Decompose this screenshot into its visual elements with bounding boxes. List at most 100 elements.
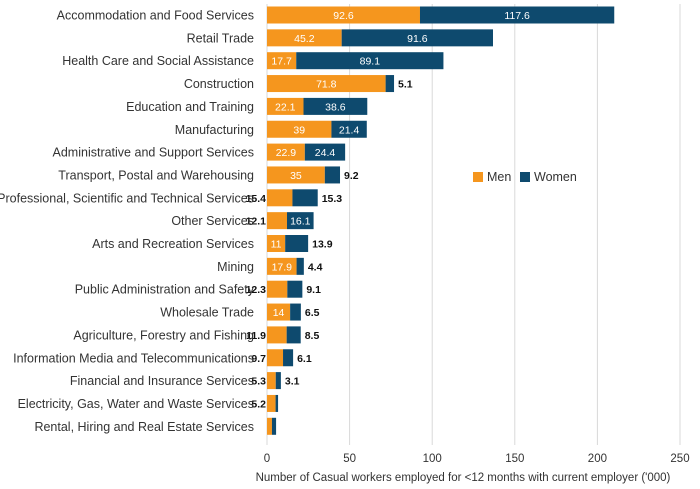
data-label-men: 9.7 (251, 353, 266, 365)
category-label: Accommodation and Food Services (57, 9, 254, 23)
category-label: Retail Trade (187, 31, 254, 45)
bar-men (267, 257, 297, 275)
data-label-women: 16.1 (290, 216, 311, 228)
category-labels: Accommodation and Food Services Retail Tr… (0, 9, 255, 434)
bar-men (267, 143, 305, 161)
bar-men (267, 75, 386, 93)
bar-men (267, 52, 297, 70)
bar-men (267, 303, 291, 321)
bar-women (271, 417, 277, 435)
category-label: Arts and Recreation Services (92, 237, 254, 251)
data-label-men: 45.2 (294, 33, 315, 45)
data-label-women: 91.6 (407, 33, 428, 45)
bar-men (267, 212, 287, 230)
bar-women (341, 29, 493, 47)
x-tick-label: 0 (264, 453, 270, 465)
legend-swatch-women (520, 172, 530, 182)
category-label: Rental, Hiring and Real Estate Services (34, 420, 254, 434)
category-label: Information Media and Telecommunications (13, 351, 254, 365)
bar-men (267, 235, 286, 252)
x-tick-label: 200 (588, 453, 607, 465)
data-label-women: 5.1 (398, 79, 413, 91)
bar-men (267, 6, 420, 24)
legend-label-men: Men (487, 170, 511, 184)
data-label-women: 24.4 (315, 147, 336, 159)
category-label: Public Administration and Safety (75, 283, 255, 297)
bar-women (292, 189, 318, 207)
x-tick-labels: 0 50 100 150 200 250 (264, 453, 690, 465)
data-label-women: 9.2 (344, 170, 359, 182)
data-label-men: 12.1 (246, 216, 267, 228)
bar-women (283, 349, 294, 367)
bar-men (267, 166, 325, 184)
data-label-men: 11.9 (246, 330, 266, 342)
legend-label-women: Women (534, 170, 577, 184)
bar-women (286, 212, 314, 230)
data-label-men: 17.9 (272, 261, 293, 273)
bar-men (267, 189, 293, 207)
data-label-men: 12.3 (246, 284, 267, 296)
category-label: Financial and Insurance Services (70, 374, 254, 388)
data-label-women: 6.5 (305, 307, 320, 319)
x-tick-label: 100 (423, 453, 442, 465)
data-label-women: 8.5 (305, 330, 320, 342)
bar-men (267, 349, 284, 367)
bar-men (267, 120, 332, 138)
data-label-men: 5.3 (251, 376, 266, 388)
bar-women (331, 120, 367, 138)
bar-men (267, 394, 276, 412)
data-label-men: 71.8 (316, 79, 337, 91)
gridlines (266, 4, 681, 445)
category-label: Wholesale Trade (160, 306, 254, 320)
data-label-women: 15.3 (322, 193, 343, 205)
data-label-women: 21.4 (339, 124, 360, 136)
bar-women (419, 6, 615, 24)
bars: 92.6 117.6 45.2 91.6 17.7 89.1 71.8 5.1 22.1 38.6… (246, 6, 615, 435)
data-label-men: 14 (273, 307, 285, 319)
category-label: Mining (217, 260, 254, 274)
category-label: Professional, Scientific and Technical S… (0, 191, 254, 205)
data-label-women: 9.1 (306, 284, 321, 296)
data-label-women: 117.6 (504, 10, 530, 22)
category-label: Health Care and Social Assistance (62, 54, 254, 68)
bar-women (287, 280, 303, 298)
bar-women (296, 257, 304, 275)
category-label: Administrative and Support Services (53, 146, 254, 160)
bar-men (267, 372, 276, 390)
data-label-men: 92.6 (333, 10, 354, 22)
category-label: Electricity, Gas, Water and Waste Servic… (18, 397, 254, 411)
bar-women (290, 303, 301, 321)
bar-women (275, 372, 281, 390)
bar-women (324, 166, 341, 184)
bar-men (267, 280, 288, 298)
data-label-men: 35 (290, 170, 302, 182)
category-label: Transport, Postal and Warehousing (58, 168, 254, 182)
bar-men (267, 29, 342, 47)
x-tick-label: 250 (670, 453, 689, 465)
bar-women (385, 75, 395, 93)
data-label-men: 17.7 (271, 56, 292, 68)
bar-men (267, 97, 304, 115)
bar-men (267, 417, 272, 435)
legend-swatch-men (473, 172, 483, 182)
category-label: Construction (184, 77, 254, 91)
bar-women (275, 394, 279, 412)
data-label-men: 5.2 (251, 398, 266, 410)
data-label-women: 6.1 (297, 353, 312, 365)
bar-men (267, 326, 287, 344)
data-label-women: 13.9 (312, 239, 333, 251)
category-label: Manufacturing (175, 123, 254, 137)
data-label-men: 39 (293, 124, 305, 136)
bar-women (303, 97, 368, 115)
bar-women (296, 52, 444, 70)
bar-women (285, 235, 309, 252)
data-label-men: 22.1 (275, 101, 296, 113)
data-label-men: 15.4 (246, 193, 267, 205)
category-label: Agriculture, Forestry and Fishing (73, 328, 254, 342)
category-label: Education and Training (126, 100, 254, 114)
bar-women (304, 143, 346, 161)
data-label-women: 89.1 (360, 56, 381, 68)
x-tick-label: 150 (505, 453, 524, 465)
x-tick-label: 50 (343, 453, 356, 465)
